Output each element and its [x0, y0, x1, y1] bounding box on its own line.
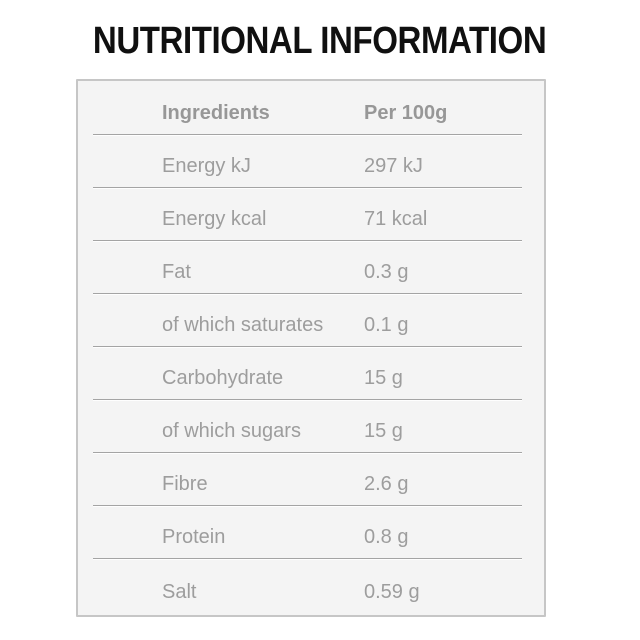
- table-row: Energy kJ 297 kJ: [93, 135, 522, 188]
- table-row: of which sugars 15 g: [93, 400, 522, 453]
- nutrition-panel: Ingredients Per 100g Energy kJ 297 kJ En…: [76, 79, 546, 617]
- ingredient-label: Fat: [162, 261, 191, 283]
- ingredient-label: Carbohydrate: [162, 367, 284, 389]
- table-row: Protein 0.8 g: [93, 506, 522, 559]
- ingredient-label: Protein: [162, 526, 226, 548]
- ingredient-label: of which saturates: [162, 314, 324, 336]
- page-title-wrap: NUTRITIONAL INFORMATION: [0, 20, 640, 63]
- ingredient-label: Fibre: [162, 473, 208, 495]
- ingredient-value: 297 kJ: [364, 155, 423, 177]
- table-row: Salt 0.59 g: [93, 559, 522, 615]
- ingredient-label: Salt: [162, 581, 197, 603]
- ingredient-value: 0.8 g: [364, 526, 409, 548]
- ingredient-value: 0.1 g: [364, 314, 409, 336]
- ingredient-value: 15 g: [364, 420, 403, 442]
- header-ingredients: Ingredients: [162, 101, 270, 124]
- table-row: of which saturates 0.1 g: [93, 294, 522, 347]
- page-title: NUTRITIONAL INFORMATION: [93, 20, 547, 62]
- ingredient-label: of which sugars: [162, 420, 301, 442]
- ingredient-value: 0.59 g: [364, 581, 420, 603]
- table-row: Energy kcal 71 kcal: [93, 188, 522, 241]
- ingredient-value: 2.6 g: [364, 473, 409, 495]
- table-row: Fibre 2.6 g: [93, 453, 522, 506]
- ingredient-value: 15 g: [364, 367, 403, 389]
- header-per-100g: Per 100g: [364, 101, 448, 124]
- table-header-row: Ingredients Per 100g: [93, 81, 522, 135]
- nutrition-table: Ingredients Per 100g Energy kJ 297 kJ En…: [93, 81, 522, 615]
- table-row: Carbohydrate 15 g: [93, 347, 522, 400]
- ingredient-value: 71 kcal: [364, 208, 428, 230]
- table-row: Fat 0.3 g: [93, 241, 522, 294]
- ingredient-value: 0.3 g: [364, 261, 409, 283]
- ingredient-label: Energy kcal: [162, 208, 267, 230]
- ingredient-label: Energy kJ: [162, 155, 251, 177]
